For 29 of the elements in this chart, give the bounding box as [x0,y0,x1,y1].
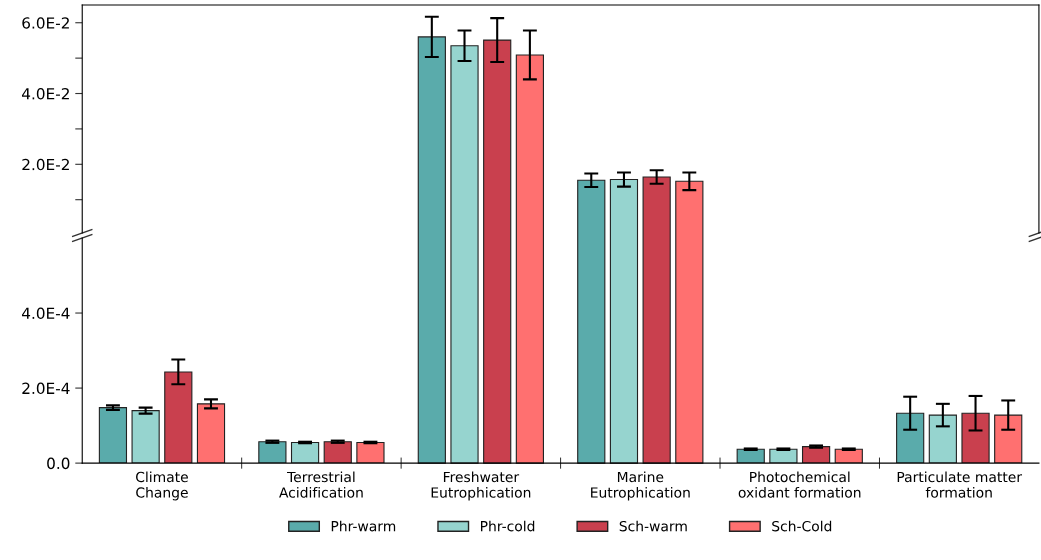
bar [896,412,925,464]
bar [164,371,193,464]
legend-label: Phr-cold [481,520,535,532]
x-tick-label: Terrestrial Acidification [279,471,363,498]
x-tick-label: Freshwater Eutrophication [431,471,531,501]
bar [131,410,160,464]
x-tick-label: Photochemical oxidant formation [738,471,861,498]
y-tick-label: 4.0E-2 [22,87,69,100]
x-tick-label: Particulate matter formation [897,471,1023,498]
bar [98,407,128,464]
bar [196,403,226,464]
y-tick-label: 4.0E-4 [22,307,70,320]
x-tick-label: Marine Eutrophication [591,471,690,501]
legend-label: Phr-warm [331,520,396,532]
x-tick-label: Climate Change [136,471,188,501]
y-tick-label: 0.0 [47,457,70,470]
y-tick-label: 6.0E-2 [22,17,69,29]
bar [356,441,385,464]
bar [323,441,352,464]
y-tick-label: 2.0E-2 [22,158,69,171]
y-tick-label: 2.0E-4 [22,382,70,395]
bar [961,412,990,464]
bar [290,441,320,464]
bar [258,441,287,464]
bar [769,448,798,464]
bar [994,414,1023,464]
legend-label: Sch-Cold [772,520,832,532]
legend-label: Sch-warm [619,520,687,532]
bar [928,414,957,464]
